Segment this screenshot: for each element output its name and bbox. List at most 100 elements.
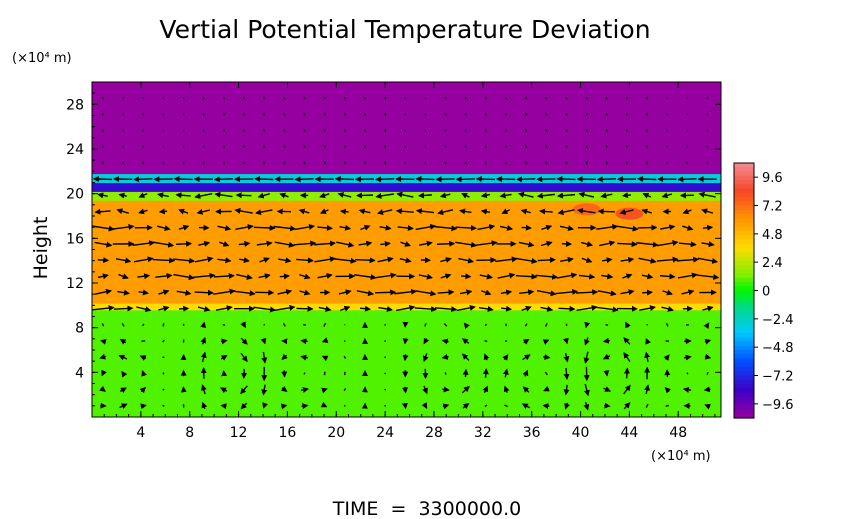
wind-vector: [241, 368, 248, 379]
wind-vector: [696, 274, 720, 280]
wind-vector: [483, 353, 490, 361]
colorbar-tick-label: −7.2: [762, 370, 794, 385]
colorbar-segment: [734, 163, 754, 168]
wind-vector: [502, 368, 509, 378]
y-tick-label: 8: [75, 321, 84, 337]
colorbar-tick-label: −9.6: [762, 398, 794, 413]
wind-vector: [497, 272, 516, 279]
wind-vector: [279, 192, 289, 199]
wind-vector: [595, 306, 619, 313]
colorbar-segment: [734, 307, 754, 313]
colorbar-segment: [734, 345, 754, 351]
wind-vector: [162, 404, 165, 407]
wind-vector: [500, 305, 513, 312]
wind-vector: [294, 223, 315, 231]
x-tick-label: 12: [230, 425, 248, 441]
colorbar-segment: [734, 175, 754, 181]
wind-vector: [677, 272, 698, 279]
wind-vector: [661, 306, 674, 312]
wind-vector: [556, 176, 576, 183]
wind-vector: [116, 208, 130, 215]
heatmap-layer: [92, 309, 721, 417]
colorbar-segment: [734, 375, 754, 381]
wind-vector: [355, 257, 376, 264]
colorbar-segment: [734, 367, 754, 372]
wind-vector: [434, 306, 458, 313]
wind-vector: [296, 257, 314, 264]
wind-vector: [500, 289, 513, 296]
wind-vector: [502, 354, 509, 361]
wind-vector: [665, 323, 669, 327]
wind-vector: [141, 370, 147, 377]
wind-vector: [562, 337, 569, 345]
x-tick-label: 20: [327, 425, 345, 441]
wind-vector: [158, 289, 170, 296]
colorbar-tick-label: 4.8: [762, 228, 783, 243]
wind-vector: [220, 403, 227, 410]
wind-vector: [663, 354, 670, 361]
colorbar-segment: [734, 201, 754, 207]
x-tick-label: 44: [620, 425, 638, 441]
wind-vector: [200, 321, 207, 329]
wind-vector: [520, 208, 531, 215]
wind-vector: [92, 225, 115, 232]
wind-vector: [296, 305, 314, 312]
wind-vector: [698, 191, 716, 198]
wind-vector: [359, 305, 371, 312]
wind-vector: [583, 351, 590, 364]
wind-vector: [623, 367, 630, 379]
wind-vector: [300, 386, 309, 393]
wind-vector: [118, 273, 129, 280]
wind-vector: [321, 355, 329, 362]
wind-vector: [662, 289, 673, 296]
colorbar-segment: [734, 341, 754, 347]
wind-vector: [424, 323, 427, 327]
wind-vector: [516, 176, 536, 183]
wind-vector: [622, 273, 633, 280]
wind-vector: [437, 289, 455, 296]
wind-vector: [596, 176, 616, 183]
wind-vector: [683, 354, 692, 361]
wind-vector: [536, 192, 555, 199]
wind-vector: [94, 288, 112, 295]
heatmap-field: [92, 82, 721, 417]
colorbar-segment: [734, 401, 754, 406]
wind-vector: [300, 354, 308, 361]
colorbar-segment: [734, 235, 754, 241]
wind-vector: [475, 176, 496, 183]
wind-vector: [642, 289, 654, 296]
wind-vector: [564, 402, 570, 410]
wind-vector: [152, 257, 176, 264]
wind-vector: [600, 192, 613, 199]
wind-vector: [117, 289, 130, 296]
wind-vector: [602, 337, 610, 344]
wind-vector: [254, 175, 274, 182]
wind-vector: [521, 403, 530, 409]
wind-vector: [339, 305, 351, 312]
wind-vector: [522, 386, 530, 393]
wind-vector: [253, 224, 276, 231]
wind-vector: [273, 225, 297, 232]
wind-vector: [555, 288, 579, 295]
wind-vector: [519, 289, 535, 296]
wind-vector: [298, 208, 310, 215]
colorbar-segment: [734, 273, 754, 279]
wind-vector: [97, 273, 109, 280]
wind-vector: [603, 370, 610, 377]
colorbar-segment: [734, 294, 754, 300]
wind-vector: [339, 208, 349, 215]
wind-vector: [415, 223, 437, 231]
wind-vector: [303, 372, 306, 375]
wind-vector: [478, 305, 494, 312]
colorbar-segment: [734, 396, 754, 402]
colorbar-segment: [734, 286, 754, 292]
wind-vector: [434, 225, 458, 232]
wind-vector: [336, 241, 355, 248]
colorbar-segment: [734, 371, 754, 377]
wind-vector: [423, 337, 430, 345]
colorbar-segment: [734, 192, 754, 198]
wind-vector: [280, 403, 288, 410]
wind-vector: [239, 257, 250, 264]
colorbar-segment: [734, 303, 754, 309]
